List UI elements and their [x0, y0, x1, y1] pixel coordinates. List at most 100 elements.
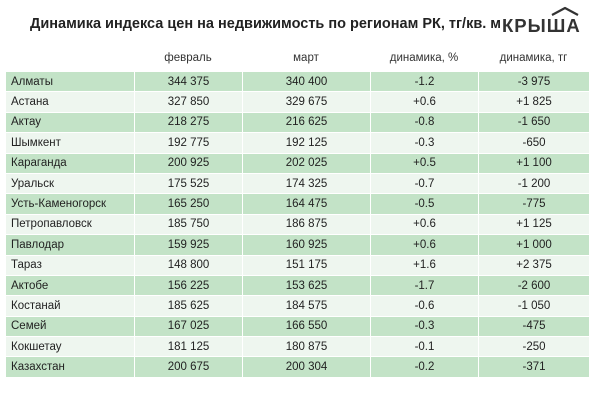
table-row: Кокшетау 181 125 180 875 -0.1 -250: [6, 337, 589, 358]
region-cell: Астана: [11, 96, 49, 109]
change-tenge-cell: +1 825: [478, 92, 589, 112]
table-row: Казахстан 200 675 200 304 -0.2 -371: [6, 357, 589, 378]
march-cell: 164 475: [242, 194, 370, 214]
table-row: Шымкент 192 775 192 125 -0.3 -650: [6, 133, 589, 154]
march-cell: 160 925: [242, 235, 370, 255]
change-tenge-cell: -1 650: [478, 112, 589, 133]
region-cell: Семей: [11, 320, 47, 333]
region-cell: Казахстан: [11, 361, 65, 374]
header-change-percent: динамика, %: [389, 52, 459, 64]
page-title: Динамика индекса цен на недвижимость по …: [30, 16, 502, 32]
table-row: Семей 167 025 166 550 -0.3 -475: [6, 316, 589, 338]
february-cell: 167 025: [134, 316, 242, 337]
change-percent-cell: +0.6: [370, 235, 478, 255]
change-tenge-cell: -371: [478, 357, 589, 377]
february-cell: 200 925: [134, 153, 242, 173]
february-cell: 327 850: [134, 92, 242, 112]
change-tenge-cell: +2 375: [478, 255, 589, 275]
table-row: Усть-Каменогорск 165 250 164 475 -0.5 -775: [6, 194, 589, 215]
region-cell: Уральск: [11, 177, 55, 190]
region-cell: Тараз: [11, 259, 42, 272]
march-cell: 174 325: [242, 173, 370, 194]
february-cell: 175 525: [134, 173, 242, 194]
header-region: [6, 44, 134, 72]
march-cell: 166 550: [242, 316, 370, 337]
change-percent-cell: +0.6: [370, 92, 478, 112]
change-tenge-cell: -1 050: [478, 296, 589, 316]
krysha-logo: КРЫША: [502, 6, 588, 36]
header-february: февраль: [164, 52, 212, 64]
table-row: Алматы 344 375 340 400 -1.2 -3 975: [6, 72, 589, 93]
change-percent-cell: -0.2: [370, 357, 478, 377]
february-cell: 181 125: [134, 337, 242, 357]
region-cell: Петропавловск: [11, 218, 92, 231]
change-percent-cell: -0.7: [370, 173, 478, 194]
march-cell: 340 400: [242, 72, 370, 92]
header-change-tenge: динамика, тг: [499, 52, 568, 64]
table-row: Астана 327 850 329 675 +0.6 +1 825: [6, 92, 589, 113]
february-cell: 344 375: [134, 72, 242, 92]
table-row: Караганда 200 925 202 025 +0.5 +1 100: [6, 153, 589, 174]
region-cell: Алматы: [11, 75, 53, 88]
march-cell: 153 625: [242, 275, 370, 296]
march-cell: 200 304: [242, 357, 370, 377]
logo-text: КРЫША: [502, 15, 581, 36]
change-percent-cell: +0.6: [370, 214, 478, 235]
region-cell: Костанай: [11, 299, 61, 312]
change-percent-cell: -0.6: [370, 296, 478, 316]
february-cell: 192 775: [134, 133, 242, 153]
change-tenge-cell: +1 125: [478, 214, 589, 235]
february-cell: 200 675: [134, 357, 242, 377]
price-table: февраль март динамика, % динамика, тг Ал…: [6, 44, 589, 378]
change-percent-cell: +0.5: [370, 153, 478, 173]
change-tenge-cell: +1 000: [478, 235, 589, 255]
region-cell: Кокшетау: [11, 340, 62, 353]
change-percent-cell: -0.1: [370, 337, 478, 357]
region-cell: Шымкент: [11, 136, 61, 149]
march-cell: 184 575: [242, 296, 370, 316]
february-cell: 185 625: [134, 296, 242, 316]
february-cell: 165 250: [134, 194, 242, 214]
change-tenge-cell: -650: [478, 133, 589, 153]
change-percent-cell: -1.7: [370, 275, 478, 296]
region-cell: Актау: [11, 116, 41, 129]
march-cell: 151 175: [242, 255, 370, 275]
region-cell: Актобе: [11, 279, 49, 292]
february-cell: 148 800: [134, 255, 242, 275]
change-percent-cell: -0.3: [370, 316, 478, 337]
march-cell: 329 675: [242, 92, 370, 112]
roof-icon: [551, 6, 579, 16]
change-percent-cell: -0.8: [370, 112, 478, 133]
change-tenge-cell: -475: [478, 316, 589, 337]
february-cell: 185 750: [134, 214, 242, 235]
change-percent-cell: +1.6: [370, 255, 478, 275]
table-row: Павлодар 159 925 160 925 +0.6 +1 000: [6, 235, 589, 256]
change-tenge-cell: -3 975: [478, 72, 589, 92]
change-tenge-cell: +1 100: [478, 153, 589, 173]
march-cell: 216 625: [242, 112, 370, 133]
table-row: Актау 218 275 216 625 -0.8 -1 650: [6, 112, 589, 134]
february-cell: 156 225: [134, 275, 242, 296]
february-cell: 159 925: [134, 235, 242, 255]
march-cell: 180 875: [242, 337, 370, 357]
region-cell: Караганда: [11, 157, 67, 170]
change-percent-cell: -0.3: [370, 133, 478, 153]
region-cell: Павлодар: [11, 238, 64, 251]
march-cell: 202 025: [242, 153, 370, 173]
table-row: Костанай 185 625 184 575 -0.6 -1 050: [6, 296, 589, 317]
change-percent-cell: -1.2: [370, 72, 478, 92]
march-cell: 192 125: [242, 133, 370, 153]
march-cell: 186 875: [242, 214, 370, 235]
table-header: февраль март динамика, % динамика, тг: [6, 44, 589, 72]
change-percent-cell: -0.5: [370, 194, 478, 214]
change-tenge-cell: -2 600: [478, 275, 589, 296]
table-row: Актобе 156 225 153 625 -1.7 -2 600: [6, 275, 589, 297]
table-body: Алматы 344 375 340 400 -1.2 -3 975 Астана 327 …: [6, 72, 589, 378]
header-march: март: [293, 52, 319, 64]
table-row: Уральск 175 525 174 325 -0.7 -1 200: [6, 173, 589, 195]
february-cell: 218 275: [134, 112, 242, 133]
change-tenge-cell: -775: [478, 194, 589, 214]
table-row: Тараз 148 800 151 175 +1.6 +2 375: [6, 255, 589, 276]
change-tenge-cell: -250: [478, 337, 589, 357]
region-cell: Усть-Каменогорск: [11, 198, 107, 211]
